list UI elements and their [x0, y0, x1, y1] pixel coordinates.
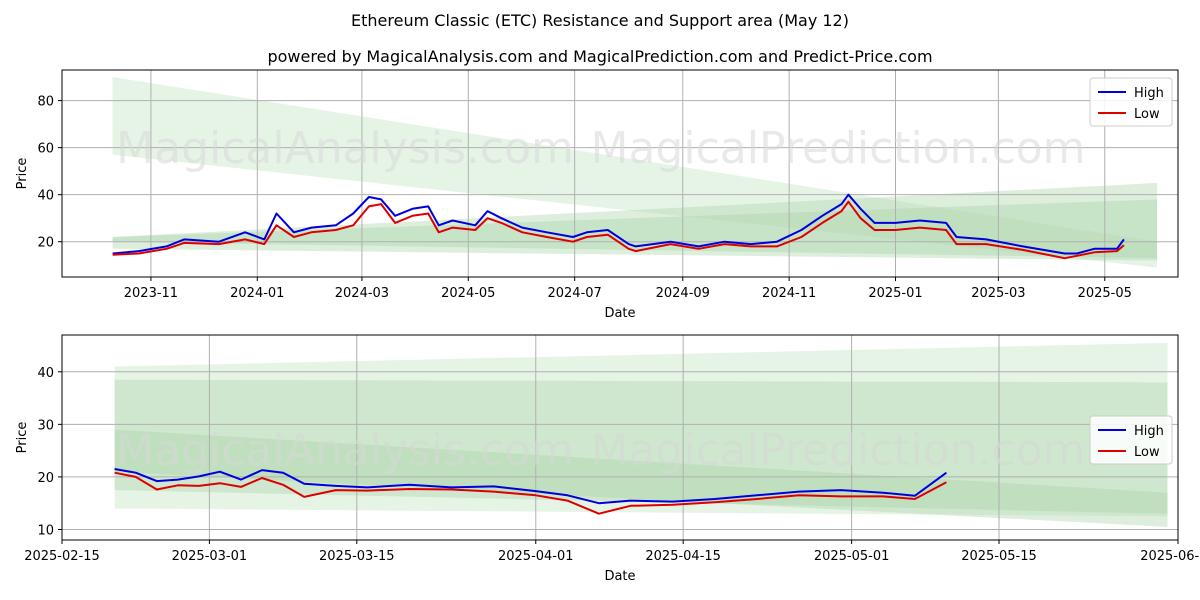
series-line-high: [112, 193, 1125, 255]
x-tick-label: 2025-02-15: [24, 549, 100, 564]
legend-label-low: Low: [1134, 107, 1160, 122]
x-tick-label: 2024-07: [547, 286, 601, 301]
x-tick-label: 2025-03-01: [172, 549, 248, 564]
watermark-text: MagicalAnalysis.com: [116, 425, 574, 476]
x-tick-label: 2025-04-15: [645, 549, 721, 564]
x-axis-label: Date: [604, 306, 635, 321]
legend-label-low: Low: [1134, 445, 1160, 460]
y-tick-label: 60: [37, 142, 54, 157]
watermark-text: MagicalAnalysis.com: [116, 123, 574, 174]
x-tick-label: 2025-05-15: [961, 549, 1037, 564]
x-tick-label: 2024-03: [335, 286, 389, 301]
x-tick-label: 2025-05-01: [814, 549, 890, 564]
chart-title: Ethereum Classic (ETC) Resistance and Su…: [351, 11, 849, 30]
watermark-text: MagicalPrediction.com: [591, 425, 1086, 476]
x-tick-label: 2024-09: [656, 286, 710, 301]
series-line-low: [112, 200, 1125, 260]
plot-frame: [61, 69, 1179, 278]
y-axis-label: Price: [15, 422, 30, 454]
x-tick-label: 2025-03: [971, 286, 1025, 301]
y-tick-label: 40: [37, 189, 54, 204]
x-tick-label: 2024-11: [762, 286, 816, 301]
legend-label-high: High: [1134, 86, 1164, 101]
y-tick-label: 30: [37, 418, 54, 433]
support-resistance-band: [114, 429, 1168, 527]
y-tick-label: 20: [37, 236, 54, 251]
x-tick-label: 2025-03-15: [319, 549, 395, 564]
y-tick-label: 80: [37, 95, 54, 110]
series-line-high: [114, 468, 947, 505]
watermark-text: MagicalPrediction.com: [591, 123, 1086, 174]
legend-label-high: High: [1134, 424, 1164, 439]
x-axis-label: Date: [604, 569, 635, 584]
x-tick-label: 2024-01: [230, 286, 284, 301]
x-tick-label: 2025-05: [1078, 286, 1132, 301]
y-tick-label: 20: [37, 471, 54, 486]
x-tick-label: 2024-05: [441, 286, 495, 301]
x-tick-label: 2025-04-01: [498, 549, 574, 564]
support-resistance-band: [114, 379, 1168, 514]
plot-frame: [61, 334, 1179, 541]
x-tick-label: 2023-11: [124, 286, 178, 301]
series-line-low: [114, 471, 947, 515]
support-resistance-band: [114, 342, 1168, 517]
chart-subtitle: powered by MagicalAnalysis.com and Magic…: [267, 47, 932, 66]
y-axis-label: Price: [15, 158, 30, 190]
y-tick-label: 10: [37, 523, 54, 538]
x-tick-label: 2025-06-01: [1140, 549, 1200, 564]
x-tick-label: 2025-01: [868, 286, 922, 301]
y-tick-label: 40: [37, 366, 54, 381]
